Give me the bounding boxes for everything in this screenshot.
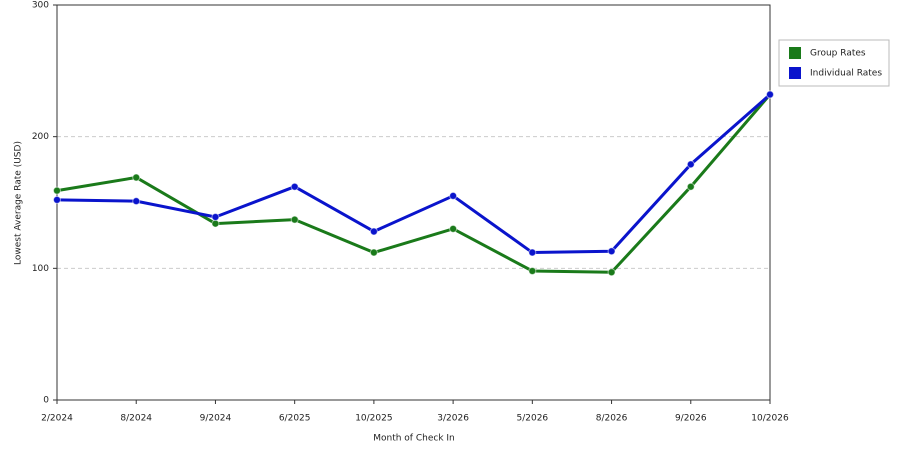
x-tick-label: 6/2025 — [279, 414, 311, 424]
x-tick-label: 10/2025 — [355, 414, 392, 424]
point — [53, 195, 61, 204]
legend-swatch — [789, 67, 801, 79]
x-tick-label: 9/2024 — [200, 414, 232, 424]
point — [766, 90, 774, 99]
point — [53, 186, 61, 195]
series-line — [56, 93, 771, 255]
y-tick-label: 200 — [32, 132, 49, 142]
point — [686, 160, 695, 169]
point — [211, 219, 220, 228]
point — [290, 215, 299, 224]
legend-box — [778, 39, 890, 87]
point — [132, 173, 141, 182]
y-tick-label: 100 — [32, 264, 49, 274]
point — [369, 227, 378, 236]
series-line — [56, 93, 772, 274]
point — [528, 248, 537, 257]
x-tick-label: 8/2024 — [120, 414, 152, 424]
x-tick-label: 3/2026 — [437, 414, 469, 424]
legend-label: Individual Rates — [810, 69, 882, 79]
point — [607, 247, 616, 256]
point — [607, 268, 616, 277]
plot-frame — [56, 4, 771, 401]
x-axis-label: Month of Check In — [373, 434, 455, 444]
x-tick-label: 5/2026 — [516, 414, 548, 424]
x-tick-label: 8/2026 — [596, 414, 628, 424]
point — [211, 212, 220, 221]
y-tick-label: 0 — [43, 396, 49, 406]
point — [290, 182, 299, 191]
point — [686, 182, 695, 191]
x-tick-label: 9/2026 — [675, 414, 707, 424]
legend-label: Group Rates — [810, 49, 866, 59]
y-tick-label: 300 — [32, 1, 49, 11]
point — [449, 191, 458, 200]
y-axis-label: Lowest Average Rate (USD) — [14, 141, 24, 265]
x-tick-label: 2/2024 — [41, 414, 73, 424]
point — [528, 266, 537, 275]
legend-swatch — [789, 47, 801, 59]
point — [132, 197, 141, 206]
point — [369, 248, 378, 257]
x-tick-label: 10/2026 — [751, 414, 789, 424]
point — [449, 224, 458, 233]
